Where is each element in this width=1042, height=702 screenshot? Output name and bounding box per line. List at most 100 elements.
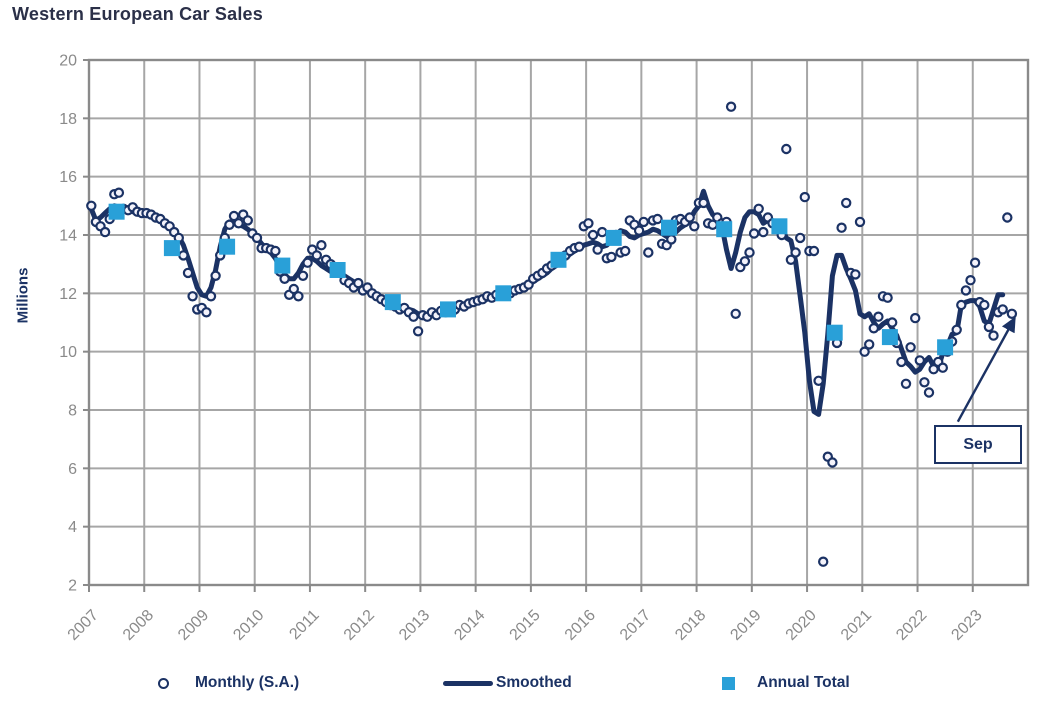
monthly-point bbox=[753, 203, 764, 214]
annual-total-marker bbox=[384, 294, 401, 311]
x-tick-label: 2020 bbox=[783, 607, 820, 644]
monthly-point bbox=[205, 291, 217, 302]
y-tick-label: 16 bbox=[59, 169, 77, 186]
monthly-point bbox=[739, 256, 751, 267]
y-tick-label: 4 bbox=[68, 519, 77, 536]
y-tick-label: 10 bbox=[59, 344, 77, 361]
annual-total-marker bbox=[771, 218, 788, 235]
monthly-point bbox=[698, 197, 709, 209]
monthly-point bbox=[997, 304, 1008, 315]
monthly-point bbox=[210, 270, 221, 281]
x-tick-label: 2013 bbox=[396, 607, 433, 644]
legend-item-annual: Annual Total bbox=[722, 670, 850, 696]
monthly-point bbox=[99, 226, 111, 238]
monthly-point bbox=[923, 387, 935, 398]
monthly-point bbox=[353, 277, 364, 289]
monthly-point bbox=[666, 234, 677, 245]
monthly-point bbox=[758, 226, 769, 238]
monthly-point bbox=[113, 187, 125, 198]
monthly-point bbox=[228, 210, 240, 222]
legend-label-smoothed: Smoothed bbox=[496, 674, 572, 691]
page-title: Western European Car Sales bbox=[12, 4, 263, 24]
monthly-point bbox=[910, 312, 921, 324]
annual-total-marker bbox=[440, 301, 456, 318]
monthly-point bbox=[288, 283, 299, 295]
tick-marks bbox=[83, 59, 974, 592]
monthly-point bbox=[887, 317, 898, 328]
x-tick-labels: 2007 2008 2009 2010 2011 2012 2013 2014 2015 2016… bbox=[65, 607, 986, 644]
monthly-point bbox=[302, 257, 313, 268]
monthly-point bbox=[606, 251, 617, 263]
monthly-point bbox=[836, 222, 847, 233]
y-tick-label: 20 bbox=[59, 53, 77, 70]
monthly-point bbox=[818, 556, 829, 567]
monthly-point bbox=[790, 247, 801, 258]
monthly-point bbox=[988, 330, 999, 341]
y-tick-label: 6 bbox=[68, 461, 77, 478]
monthly-point bbox=[1006, 308, 1018, 319]
monthly-point bbox=[279, 273, 290, 284]
monthly-point bbox=[187, 291, 198, 302]
x-tick-label: 2007 bbox=[65, 607, 102, 644]
monthly-point bbox=[914, 355, 926, 366]
annual-total-marker bbox=[605, 229, 622, 246]
monthly-point bbox=[919, 377, 930, 388]
x-tick-label: 2008 bbox=[120, 607, 157, 644]
monthly-point bbox=[597, 226, 608, 238]
monthly-point bbox=[233, 218, 244, 229]
monthly-point bbox=[900, 378, 912, 389]
monthly-point bbox=[859, 346, 870, 357]
annual-total-marker bbox=[826, 324, 843, 341]
monthly-point bbox=[270, 245, 281, 257]
monthly-point bbox=[956, 299, 967, 311]
annual-total-marker bbox=[495, 285, 512, 302]
monthly-point bbox=[841, 197, 852, 209]
monthly-point bbox=[1002, 212, 1013, 223]
x-tick-label: 2010 bbox=[230, 607, 267, 644]
legend-label-monthly: Monthly (S.A.) bbox=[195, 674, 300, 691]
monthly-point bbox=[178, 250, 189, 261]
line-icon bbox=[443, 680, 493, 686]
annual-total-marker bbox=[219, 238, 236, 255]
monthly-point bbox=[748, 228, 760, 239]
gridlines bbox=[89, 60, 1028, 585]
x-tick-label: 2023 bbox=[948, 607, 985, 644]
monthly-point bbox=[928, 364, 939, 375]
monthly-point bbox=[251, 232, 263, 244]
monthly-point bbox=[311, 250, 322, 261]
monthly-point bbox=[799, 191, 811, 203]
y-tick-labels: 2 4 6 8 10 12 14 16 18 20 bbox=[59, 53, 77, 595]
annual-total-marker bbox=[881, 329, 898, 346]
annual-total-marker bbox=[329, 262, 346, 278]
circle-icon bbox=[158, 677, 169, 689]
legend-label-annual: Annual Total bbox=[757, 674, 850, 691]
annotation-sep-label: Sep bbox=[963, 435, 993, 453]
monthly-point bbox=[684, 212, 695, 223]
monthly-point bbox=[781, 143, 792, 155]
x-tick-label: 2012 bbox=[341, 607, 378, 644]
y-tick-label: 18 bbox=[59, 111, 77, 128]
y-tick-label: 8 bbox=[68, 403, 77, 420]
monthly-point bbox=[896, 356, 907, 368]
annual-total-marker bbox=[108, 203, 125, 220]
monthly-point bbox=[730, 308, 741, 319]
monthly-point bbox=[873, 311, 884, 322]
monthly-point bbox=[592, 244, 603, 255]
monthly-point bbox=[983, 321, 995, 333]
monthly-point bbox=[574, 241, 585, 252]
x-tick-label: 2015 bbox=[507, 607, 544, 644]
legend-item-smoothed: Smoothed bbox=[443, 670, 572, 696]
monthly-point bbox=[638, 216, 649, 228]
annual-total-marker bbox=[937, 339, 954, 356]
monthly-point bbox=[795, 232, 806, 244]
monthly-point bbox=[850, 269, 861, 280]
monthly-point bbox=[864, 339, 875, 350]
monthly-point bbox=[960, 285, 972, 296]
monthly-point bbox=[725, 101, 737, 112]
annual-total-marker bbox=[661, 219, 677, 236]
monthly-point bbox=[412, 326, 424, 337]
annotation-sep-box: Sep bbox=[934, 425, 1022, 464]
x-tick-label: 2014 bbox=[451, 607, 488, 644]
